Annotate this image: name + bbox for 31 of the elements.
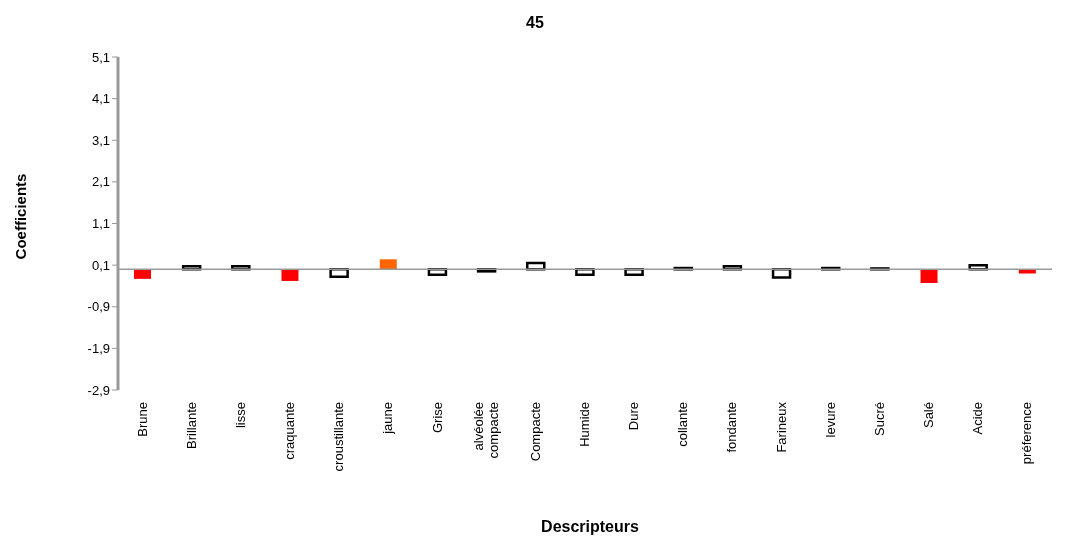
y-axis-title: Coefficients: [11, 172, 29, 262]
x-tick-label: jaune: [380, 402, 396, 435]
y-tick-label: 3,1: [91, 132, 110, 148]
x-tick-label: Sucré: [871, 402, 887, 436]
y-tick-label: 2,1: [91, 174, 110, 190]
x-axis-title: Descripteurs: [540, 518, 640, 536]
x-tick-label: Brillante: [183, 402, 199, 449]
x-tick-label: croustillante: [331, 402, 347, 472]
x-tick-label: Compacte: [527, 402, 543, 462]
x-tick-label: Brune: [134, 402, 150, 437]
y-tick-label: 1,1: [91, 216, 110, 232]
y-tick-label: -0,9: [87, 299, 110, 315]
x-tick-label: collante: [675, 402, 691, 447]
x-tick-label: Dure: [626, 402, 642, 431]
x-tick-label: Humide: [577, 402, 592, 447]
x-tick-label: lisse: [232, 402, 248, 429]
y-tick-label: 4,1: [91, 91, 110, 107]
x-tick-label: Salé: [921, 402, 937, 429]
x-tick-label: alvéolée compacte: [471, 402, 502, 459]
y-tick-label: -1,9: [87, 340, 110, 356]
x-tick-label: levure: [822, 402, 838, 438]
x-tick-label: Farineux: [773, 401, 789, 453]
x-tick-label: fondante: [724, 402, 740, 453]
y-tick-label: -2,9: [87, 382, 110, 398]
x-tick-label: Acide: [970, 402, 986, 435]
x-tick-label: Grise: [429, 402, 445, 434]
y-tick-label: 5,1: [91, 49, 110, 65]
chart-title: 45: [525, 14, 545, 32]
x-tick-label: craquante: [282, 402, 298, 460]
x-tick-label: préference: [1019, 402, 1035, 465]
y-tick-label: 0,1: [91, 257, 110, 273]
